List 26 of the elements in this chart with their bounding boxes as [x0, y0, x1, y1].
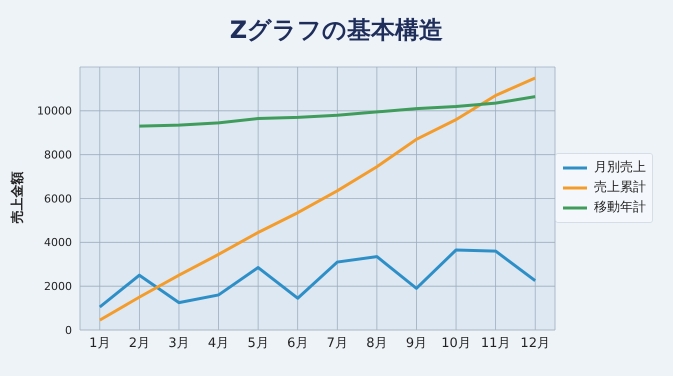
x-tick-label: 10月: [441, 336, 471, 352]
x-tick-label: 7月: [326, 336, 348, 352]
x-tick-label: 11月: [480, 336, 510, 352]
y-axis-title: 売上金額: [10, 172, 26, 224]
y-tick-label: 6000: [44, 192, 72, 206]
x-tick-label: 2月: [128, 336, 150, 352]
legend-label: 月別売上: [594, 159, 646, 177]
line-series: [138, 95, 537, 128]
line-series: [98, 76, 537, 322]
x-tick-label: 5月: [247, 336, 269, 352]
chart-title: Zグラフの基本構造: [228, 15, 444, 46]
y-tick-label: 0: [65, 324, 72, 337]
legend-label: 移動年計: [594, 199, 646, 217]
x-tick-label: 8月: [366, 336, 388, 352]
x-tick-label: 12月: [520, 336, 550, 352]
y-tick-label: 2000: [44, 280, 72, 294]
y-tick-label: 8000: [44, 148, 72, 162]
x-tick-label: 6月: [287, 336, 308, 352]
legend-label: 売上累計: [594, 179, 646, 197]
line-series: [98, 248, 537, 308]
x-tick-label: 9月: [406, 336, 428, 352]
x-tick-label: 3月: [168, 336, 190, 352]
x-tick-label: 1月: [89, 336, 110, 352]
y-tick-label: 4000: [44, 236, 72, 250]
x-tick-label: 4月: [208, 336, 230, 352]
y-tick-label: 10000: [37, 104, 72, 118]
